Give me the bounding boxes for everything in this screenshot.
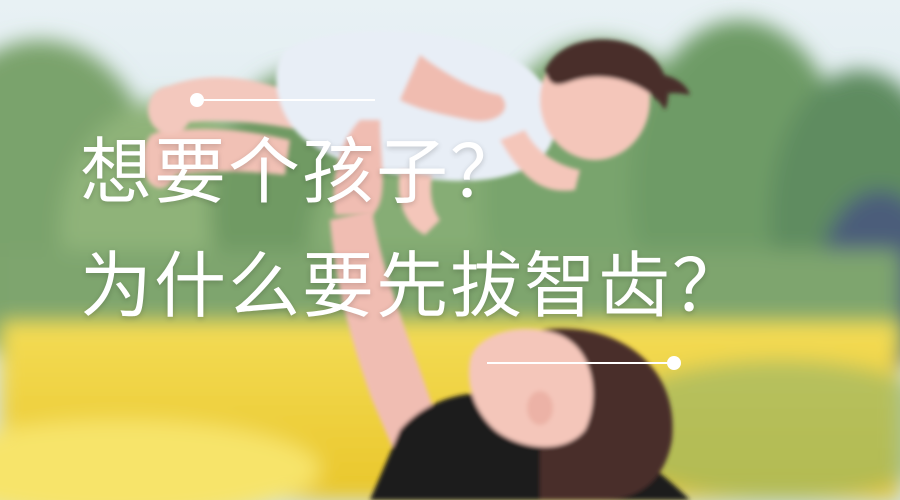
bottom-rule-dot bbox=[667, 356, 681, 370]
headline-line-1: 想要个孩子？ bbox=[80, 130, 525, 214]
bottom-rule bbox=[487, 362, 672, 364]
top-rule-dot bbox=[190, 93, 204, 107]
headline-line-2: 为什么要先拔智齿？ bbox=[80, 244, 747, 328]
hands bbox=[333, 55, 506, 215]
woman bbox=[330, 210, 690, 500]
top-rule bbox=[200, 99, 375, 101]
